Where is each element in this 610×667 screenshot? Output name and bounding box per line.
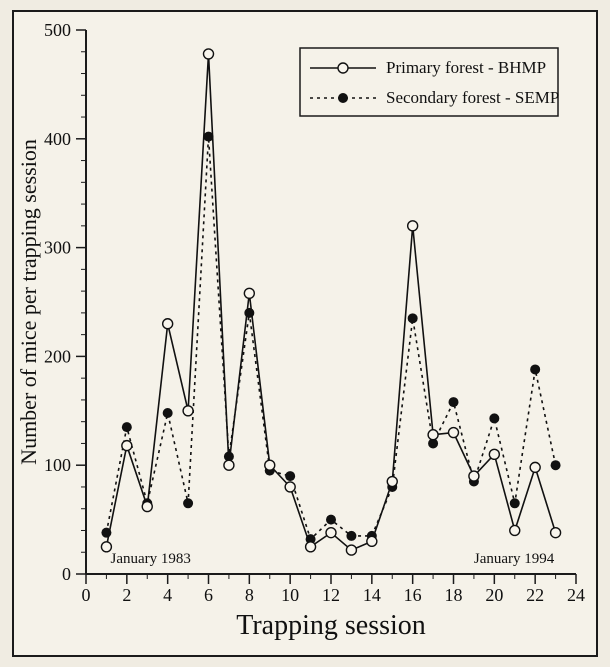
marker-secondary [122,422,132,432]
annotation-1: January 1994 [474,551,555,567]
legend: Primary forest - BHMP Secondary forest - … [300,48,559,116]
marker-primary [387,477,397,487]
marker-secondary [326,515,336,525]
x-tick-label: 24 [567,585,585,605]
x-tick-label: 8 [245,585,254,605]
x-tick-label: 2 [122,585,131,605]
outer-frame: 0100200300400500024681012141618202224Num… [12,10,598,657]
marker-secondary [489,413,499,423]
marker-primary [183,406,193,416]
marker-primary [204,49,214,59]
series-line-secondary [106,137,555,540]
marker-secondary [449,397,459,407]
marker-primary [489,449,499,459]
marker-primary [224,460,234,470]
y-tick-label: 200 [44,346,71,366]
marker-primary [510,525,520,535]
marker-primary [142,502,152,512]
x-tick-label: 0 [82,585,91,605]
marker-primary [449,428,459,438]
y-tick-label: 400 [44,129,71,149]
marker-primary [122,441,132,451]
marker-primary [530,462,540,472]
legend-label: Secondary forest - SEMP [386,88,559,107]
y-tick-label: 300 [44,238,71,258]
x-tick-label: 14 [363,585,381,605]
y-tick-label: 500 [44,20,71,40]
marker-primary [265,460,275,470]
marker-secondary [346,531,356,541]
marker-primary [346,545,356,555]
y-tick-label: 100 [44,455,71,475]
marker-secondary [510,498,520,508]
x-tick-label: 22 [526,585,544,605]
page-root: 0100200300400500024681012141618202224Num… [0,0,610,667]
x-axis-label: Trapping session [236,610,426,641]
marker-secondary [408,313,418,323]
x-tick-label: 12 [322,585,340,605]
x-tick-label: 16 [404,585,422,605]
x-tick-label: 20 [485,585,503,605]
x-ticks: 024681012141618202224 [82,574,586,605]
marker-primary [326,528,336,538]
marker-secondary [551,460,561,470]
marker-primary [163,319,173,329]
marker-secondary [285,471,295,481]
marker-secondary [183,498,193,508]
line-chart: 0100200300400500024681012141618202224Num… [14,12,596,655]
marker-primary [367,536,377,546]
series-line-primary [106,54,555,550]
x-tick-label: 4 [163,585,172,605]
y-tick-label: 0 [62,564,71,584]
x-tick-label: 10 [281,585,299,605]
plot-stage: 0100200300400500024681012141618202224Num… [14,12,596,655]
marker-primary [428,430,438,440]
series-primary [101,49,560,555]
annotation-0: January 1983 [111,551,191,567]
y-axis-label: Number of mice per trapping session [16,139,41,465]
x-tick-label: 18 [445,585,463,605]
y-ticks: 0 100 200 300 400 500 [44,20,86,584]
marker-primary [285,482,295,492]
marker-primary [469,471,479,481]
marker-secondary [530,364,540,374]
marker-secondary [163,408,173,418]
marker-primary [551,528,561,538]
x-tick-label: 6 [204,585,213,605]
marker-primary [244,288,254,298]
marker-primary [101,542,111,552]
marker-primary [408,221,418,231]
marker-primary [306,542,316,552]
legend-label: Primary forest - BHMP [386,58,546,77]
